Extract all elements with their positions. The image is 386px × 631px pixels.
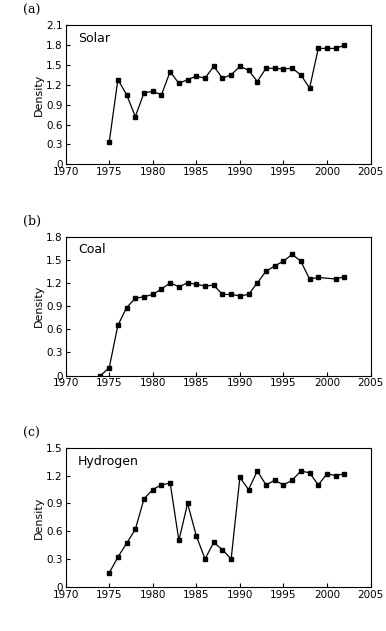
Text: (c): (c) bbox=[23, 427, 40, 439]
Text: Hydrogen: Hydrogen bbox=[78, 455, 139, 468]
Text: Coal: Coal bbox=[78, 244, 105, 256]
Text: (b): (b) bbox=[23, 215, 41, 228]
Y-axis label: Density: Density bbox=[34, 496, 44, 538]
Y-axis label: Density: Density bbox=[34, 74, 44, 116]
Text: (a): (a) bbox=[23, 4, 40, 17]
Text: Solar: Solar bbox=[78, 32, 110, 45]
Y-axis label: Density: Density bbox=[34, 285, 44, 327]
